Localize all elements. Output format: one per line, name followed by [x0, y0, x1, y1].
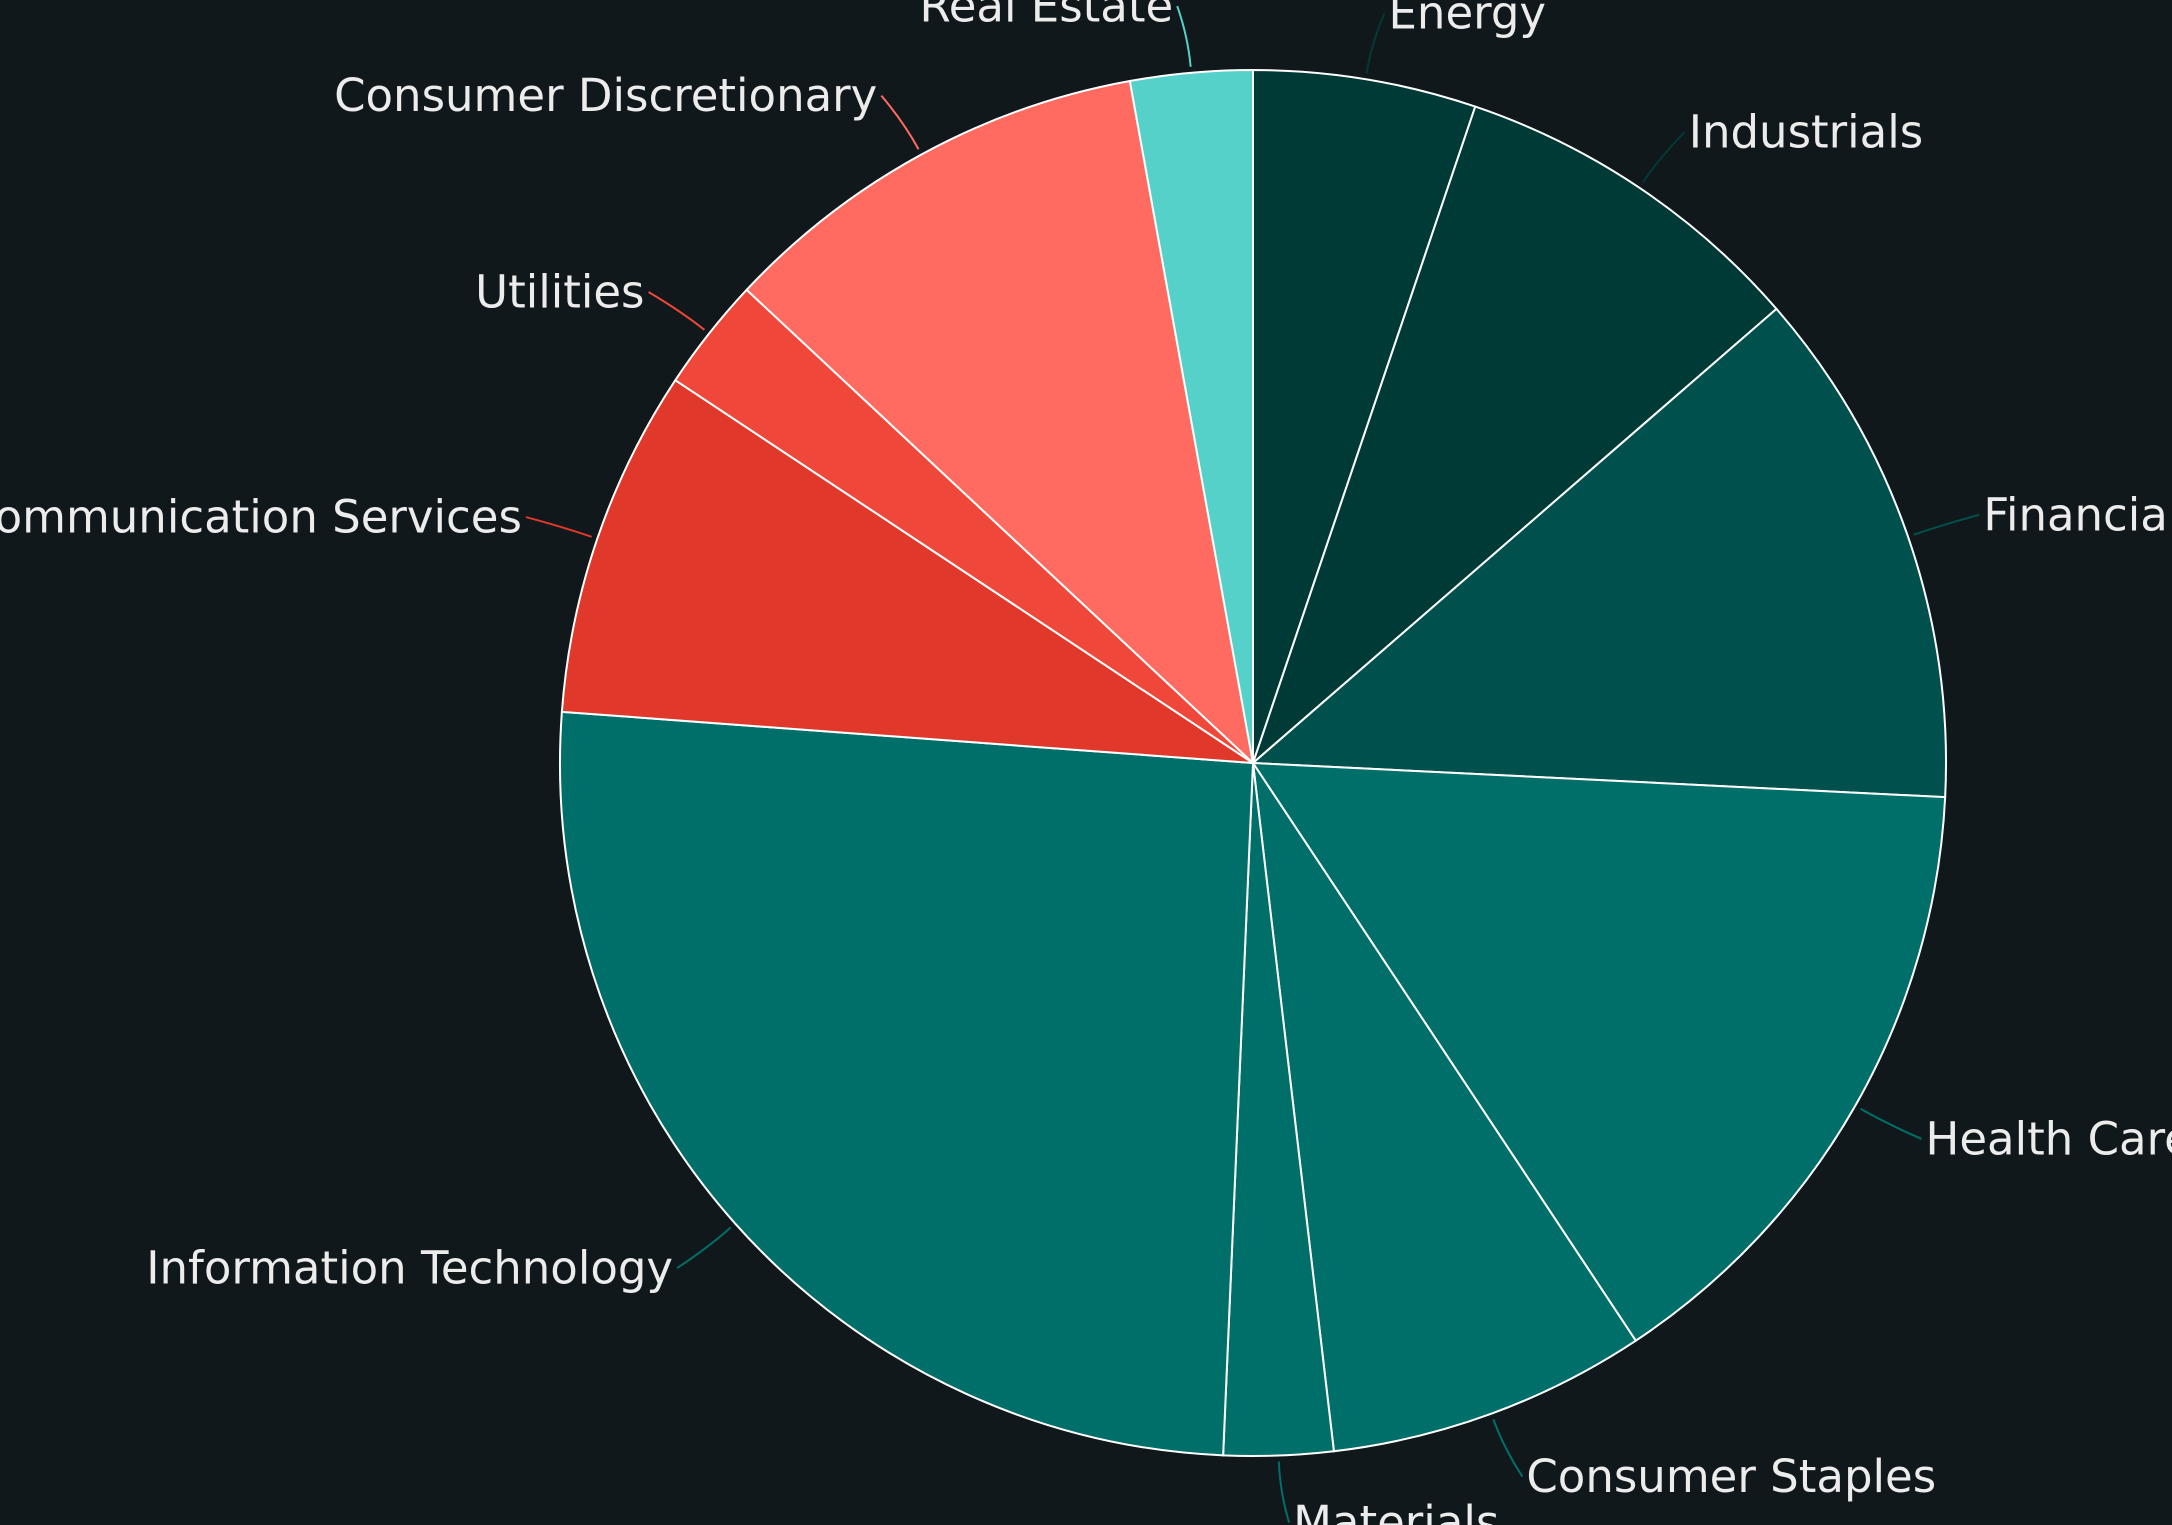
- leader-line-consumer-discretionary: [880, 95, 920, 150]
- slice-label-information-technology: Information Technology: [146, 1242, 673, 1295]
- leader-line-information-technology: [676, 1226, 732, 1269]
- slice-consumer-discretionary: [745, 79, 1255, 766]
- leader-line-real-estate: [1176, 5, 1192, 67]
- slice-financials: [1250, 307, 1947, 799]
- slice-label-energy: Energy: [1389, 0, 1547, 40]
- slice-label-financials: Financials: [1983, 488, 2172, 541]
- slice-label-consumer-discretionary: Consumer Discretionary: [334, 69, 877, 122]
- slices-group: [559, 68, 1947, 1457]
- slice-label-industrials: Industrials: [1689, 106, 1924, 159]
- leader-line-utilities: [648, 291, 706, 331]
- slice-health-care: [1251, 761, 1947, 1343]
- leader-lines-group: [525, 5, 1980, 1523]
- leader-line-industrials: [1641, 131, 1686, 184]
- slice-label-communication-services: Communication Services: [0, 491, 522, 544]
- slice-information-technology: [559, 710, 1255, 1457]
- slice-energy: [1252, 68, 1477, 764]
- slice-label-real-estate: Real Estate: [919, 0, 1173, 33]
- slice-consumer-staples: [1252, 762, 1638, 1453]
- slice-label-consumer-staples: Consumer Staples: [1526, 1450, 1936, 1503]
- leader-line-energy: [1365, 12, 1386, 74]
- slice-label-materials: Materials: [1293, 1496, 1499, 1525]
- leader-line-communication-services: [525, 516, 592, 538]
- slice-label-health-care: Health Care: [1926, 1112, 2172, 1165]
- slice-communication-services: [560, 378, 1257, 765]
- leader-line-consumer-staples: [1492, 1419, 1524, 1478]
- slice-real-estate: [1128, 68, 1254, 764]
- leader-line-health-care: [1859, 1107, 1922, 1140]
- slice-industrials: [1250, 105, 1778, 767]
- slice-label-utilities: Utilities: [475, 266, 644, 319]
- leader-line-materials: [1277, 1461, 1291, 1523]
- leader-line-financials: [1913, 513, 1980, 536]
